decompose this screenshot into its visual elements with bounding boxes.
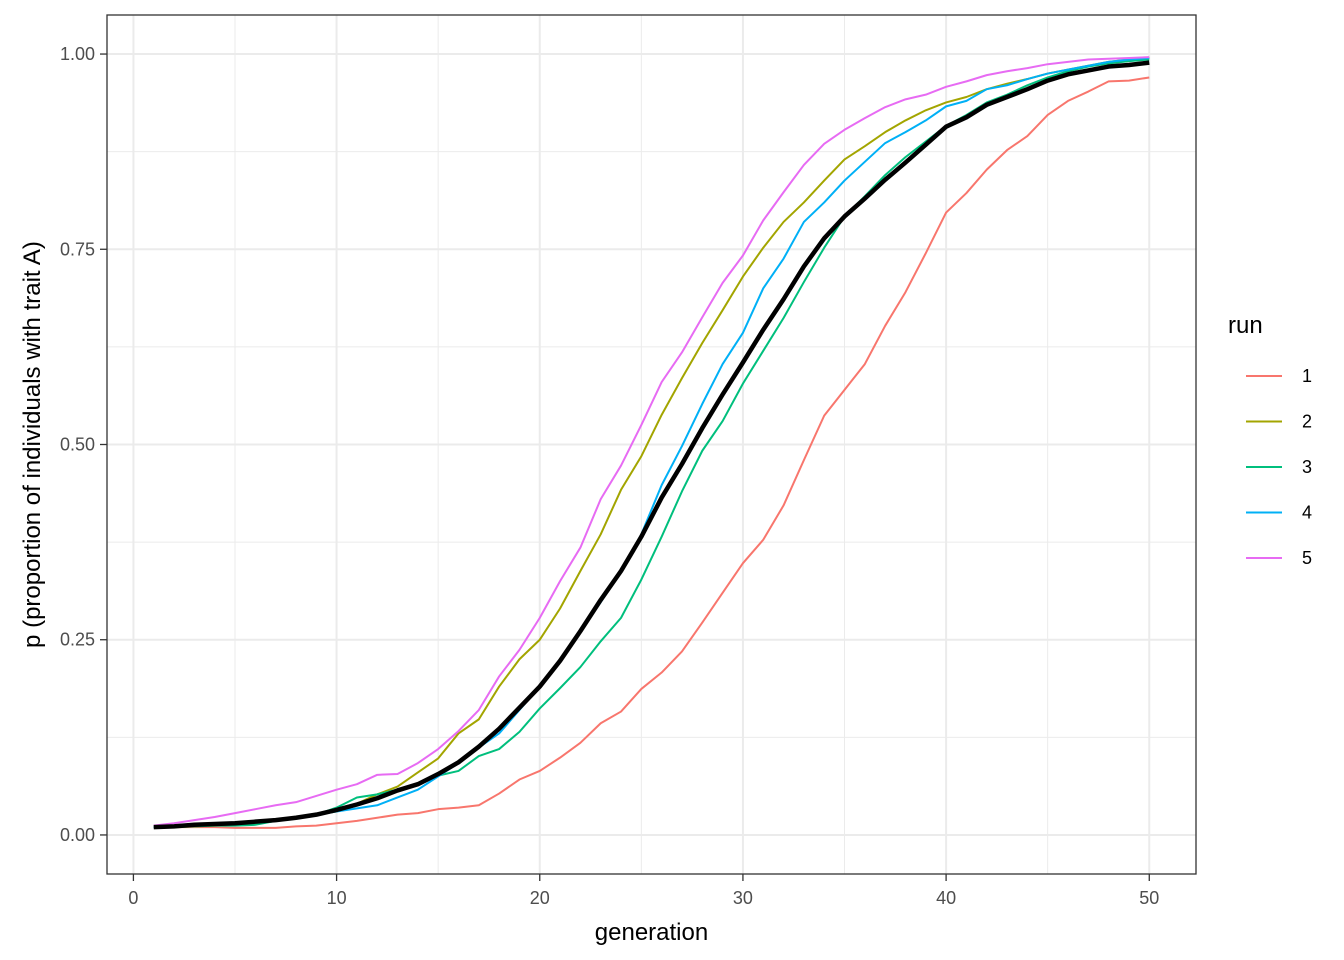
legend: run 1 2 3 4 5 (1228, 312, 1312, 568)
y-tick-label: 0.25 (60, 630, 95, 650)
legend-items: 1 2 3 4 5 (1246, 366, 1312, 568)
y-tick-label: 1.00 (60, 44, 95, 64)
y-tick-label: 0.00 (60, 825, 95, 845)
x-axis-title: generation (595, 919, 708, 946)
x-tick-label: 30 (733, 888, 753, 908)
x-tick-label: 10 (327, 888, 347, 908)
legend-label-run-5: 5 (1302, 548, 1312, 568)
x-tick-label: 0 (128, 888, 138, 908)
y-axis: 0.00 0.25 0.50 0.75 1.00 (60, 44, 107, 845)
series-lines (153, 56, 1150, 830)
legend-label-run-2: 2 (1302, 412, 1312, 432)
y-tick-label: 0.50 (60, 435, 95, 455)
major-gridlines (107, 15, 1196, 874)
y-axis-title: p (proportion of individuals with trait … (19, 241, 46, 648)
series-line-mean (153, 60, 1150, 830)
series-line-run-5 (153, 56, 1150, 827)
x-tick-label: 50 (1139, 888, 1159, 908)
x-axis: 0 10 20 30 40 50 (128, 874, 1159, 908)
x-tick-label: 20 (530, 888, 550, 908)
legend-label-run-3: 3 (1302, 457, 1312, 477)
legend-label-run-4: 4 (1302, 503, 1312, 523)
x-tick-label: 40 (936, 888, 956, 908)
legend-title: run (1228, 312, 1263, 339)
series-line-run-1 (153, 76, 1150, 829)
y-tick-label: 0.75 (60, 239, 95, 259)
legend-label-run-1: 1 (1302, 366, 1312, 386)
